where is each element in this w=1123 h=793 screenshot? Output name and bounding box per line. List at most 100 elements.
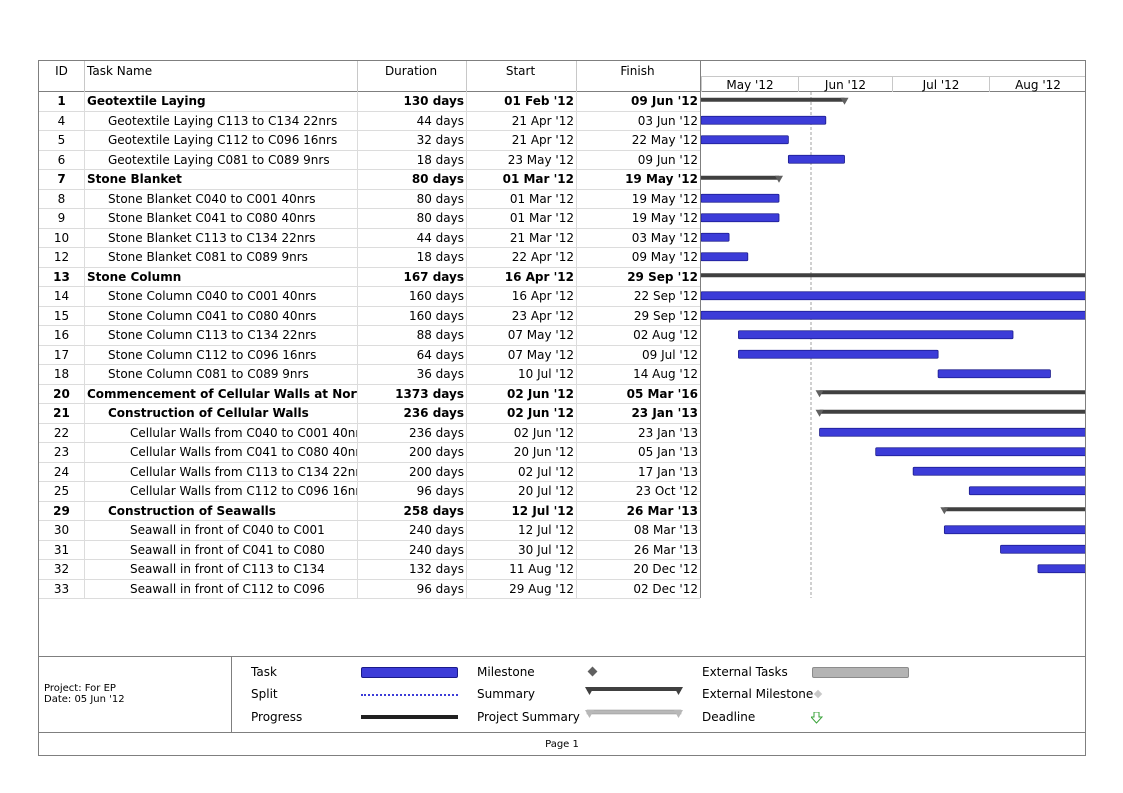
table-row[interactable]: 21 Construction of Cellular Walls 236 days… xyxy=(39,404,700,424)
table-row[interactable]: 13 Stone Column 167 days 16 Apr '12 29 Sep '… xyxy=(39,267,700,287)
task-finish[interactable]: 03 May '12 xyxy=(631,230,698,245)
task-bar[interactable] xyxy=(875,447,1085,457)
table-row[interactable]: 24 Cellular Walls from C113 to C134 22nrs… xyxy=(39,462,700,482)
task-name[interactable]: Construction of Seawalls xyxy=(85,501,358,521)
task-name[interactable]: Cellular Walls from C113 to C134 22nrs xyxy=(85,462,358,482)
table-row[interactable]: 1 Geotextile Laying 130 days 01 Feb '12 09 J… xyxy=(39,92,700,112)
task-duration[interactable]: 160 days xyxy=(358,306,467,326)
table-row[interactable]: 6 Geotextile Laying C081 to C089 9nrs 18 d… xyxy=(39,150,700,170)
task-finish[interactable]: 05 Mar '16 xyxy=(626,386,698,401)
table-row[interactable]: 12 Stone Blanket C081 to C089 9nrs 18 days… xyxy=(39,248,700,268)
task-start[interactable]: 22 Apr '12 xyxy=(467,248,577,267)
task-start[interactable]: 07 May '12 xyxy=(467,345,577,365)
summary-bar[interactable] xyxy=(815,409,1085,417)
task-name[interactable]: Stone Column C112 to C096 16nrs xyxy=(85,345,358,365)
table-row[interactable]: 8 Stone Blanket C040 to C001 40nrs 80 days… xyxy=(39,189,700,209)
task-finish[interactable]: 22 May '12 xyxy=(631,133,698,147)
task-duration[interactable]: 36 days xyxy=(358,365,467,384)
task-bar[interactable] xyxy=(701,135,789,145)
task-start[interactable]: 11 Aug '12 xyxy=(467,560,577,579)
task-id[interactable]: 9 xyxy=(39,209,85,228)
task-finish[interactable]: 09 May '12 xyxy=(631,250,698,264)
task-bar[interactable] xyxy=(1037,564,1085,574)
task-duration[interactable]: 64 days xyxy=(358,345,467,365)
task-id[interactable]: 33 xyxy=(39,579,85,599)
task-id[interactable]: 17 xyxy=(39,345,85,365)
task-name[interactable]: Stone Column C041 to C080 40nrs xyxy=(85,306,358,326)
task-bar[interactable] xyxy=(787,154,845,164)
task-id[interactable]: 13 xyxy=(39,267,85,287)
task-name[interactable]: Stone Blanket C041 to C080 40nrs xyxy=(85,209,358,228)
task-finish[interactable]: 03 Jun '12 xyxy=(637,113,698,128)
task-start[interactable]: 12 Jul '12 xyxy=(467,521,577,540)
task-bar[interactable] xyxy=(701,310,1085,320)
task-start[interactable]: 02 Jun '12 xyxy=(467,384,577,404)
task-duration[interactable]: 18 days xyxy=(358,248,467,267)
table-row[interactable]: 22 Cellular Walls from C040 to C001 40nrs… xyxy=(39,423,700,443)
task-bar[interactable] xyxy=(819,427,1085,437)
table-row[interactable]: 15 Stone Column C041 to C080 40nrs 160 day… xyxy=(39,306,700,326)
table-row[interactable]: 10 Stone Blanket C113 to C134 22nrs 44 day… xyxy=(39,228,700,248)
task-name[interactable]: Stone Blanket C081 to C089 9nrs xyxy=(85,248,358,267)
table-row[interactable]: 18 Stone Column C081 to C089 9nrs 36 days 1… xyxy=(39,365,700,385)
task-start[interactable]: 29 Aug '12 xyxy=(467,579,577,599)
task-id[interactable]: 6 xyxy=(39,150,85,170)
task-id[interactable]: 18 xyxy=(39,365,85,384)
task-start[interactable]: 21 Apr '12 xyxy=(467,111,577,131)
summary-bar[interactable] xyxy=(701,273,1085,278)
task-start[interactable]: 21 Apr '12 xyxy=(467,131,577,150)
summary-bar[interactable] xyxy=(940,507,1085,515)
task-bar[interactable] xyxy=(738,349,939,359)
task-finish[interactable]: 02 Aug '12 xyxy=(633,328,698,342)
table-row[interactable]: 23 Cellular Walls from C041 to C080 40nrs… xyxy=(39,443,700,463)
summary-bar[interactable] xyxy=(701,175,783,183)
task-duration[interactable]: 1373 days xyxy=(358,384,467,404)
task-bar[interactable] xyxy=(968,486,1085,496)
task-start[interactable]: 21 Mar '12 xyxy=(467,228,577,248)
task-finish[interactable]: 23 Jan '13 xyxy=(638,425,698,440)
task-name[interactable]: Construction of Cellular Walls xyxy=(85,404,358,423)
table-row[interactable]: 31 Seawall in front of C041 to C080 240 da… xyxy=(39,540,700,560)
header-id[interactable]: ID xyxy=(39,61,85,92)
task-start[interactable]: 01 Mar '12 xyxy=(467,209,577,228)
task-start[interactable]: 20 Jun '12 xyxy=(467,443,577,462)
task-bar[interactable] xyxy=(738,330,1014,340)
task-id[interactable]: 25 xyxy=(39,482,85,501)
task-bar[interactable] xyxy=(701,252,749,262)
task-finish[interactable]: 02 Dec '12 xyxy=(633,581,698,596)
task-name[interactable]: Cellular Walls from C112 to C096 16nrs xyxy=(85,482,358,501)
task-finish[interactable]: 05 Jan '13 xyxy=(638,445,698,459)
task-start[interactable]: 01 Mar '12 xyxy=(467,189,577,209)
task-duration[interactable]: 200 days xyxy=(358,443,467,462)
task-duration[interactable]: 132 days xyxy=(358,560,467,579)
task-start[interactable]: 12 Jul '12 xyxy=(467,501,577,521)
task-bar[interactable] xyxy=(937,369,1051,379)
task-start[interactable]: 23 Apr '12 xyxy=(467,306,577,326)
task-duration[interactable]: 236 days xyxy=(358,404,467,423)
summary-bar[interactable] xyxy=(815,390,1085,398)
header-duration[interactable]: Duration xyxy=(358,61,467,92)
table-row[interactable]: 25 Cellular Walls from C112 to C096 16nrs… xyxy=(39,482,700,502)
task-finish[interactable]: 08 Mar '13 xyxy=(633,523,698,537)
task-id[interactable]: 31 xyxy=(39,540,85,560)
task-finish[interactable]: 09 Jun '12 xyxy=(631,94,698,108)
task-finish[interactable]: 20 Dec '12 xyxy=(633,562,698,576)
task-duration[interactable]: 44 days xyxy=(358,228,467,248)
task-start[interactable]: 01 Mar '12 xyxy=(467,170,577,189)
task-bar[interactable] xyxy=(701,213,780,223)
task-finish[interactable]: 23 Jan '13 xyxy=(631,406,698,420)
task-duration[interactable]: 80 days xyxy=(358,189,467,209)
task-id[interactable]: 32 xyxy=(39,560,85,579)
task-duration[interactable]: 240 days xyxy=(358,521,467,540)
task-id[interactable]: 23 xyxy=(39,443,85,462)
task-name[interactable]: Stone Column C081 to C089 9nrs xyxy=(85,365,358,384)
table-row[interactable]: 5 Geotextile Laying C112 to C096 16nrs 32 … xyxy=(39,131,700,151)
task-bar[interactable] xyxy=(912,466,1085,476)
task-finish[interactable]: 26 Mar '13 xyxy=(633,542,698,557)
table-row[interactable]: 7 Stone Blanket 80 days 01 Mar '12 19 May '1… xyxy=(39,170,700,190)
task-start[interactable]: 02 Jun '12 xyxy=(467,404,577,423)
task-start[interactable]: 16 Apr '12 xyxy=(467,267,577,287)
task-bar[interactable] xyxy=(701,193,780,203)
task-id[interactable]: 1 xyxy=(39,92,85,111)
